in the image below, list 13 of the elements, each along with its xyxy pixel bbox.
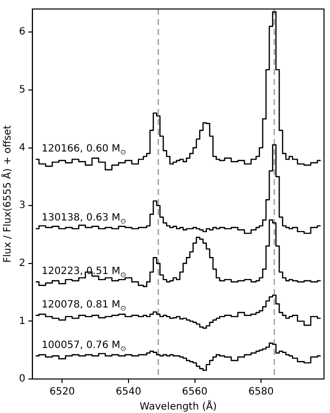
y-axis-title: Flux / Flux(6555 Å) + offset bbox=[0, 125, 14, 263]
y-tick-label: 2 bbox=[18, 258, 26, 269]
y-tick-label: 1 bbox=[18, 316, 26, 327]
x-tick-label: 6520 bbox=[49, 386, 75, 398]
y-tick-label: 5 bbox=[18, 84, 26, 96]
x-axis-title: Wavelength (Å) bbox=[140, 400, 217, 413]
y-tick-label: 3 bbox=[18, 200, 26, 212]
y-tick-label: 0 bbox=[18, 374, 26, 385]
x-tick-label: 6560 bbox=[182, 386, 208, 398]
y-tick-label: 6 bbox=[18, 26, 26, 38]
x-tick-label: 6540 bbox=[116, 386, 142, 398]
y-tick-label: 4 bbox=[18, 142, 26, 154]
x-tick-label: 6580 bbox=[248, 386, 274, 398]
